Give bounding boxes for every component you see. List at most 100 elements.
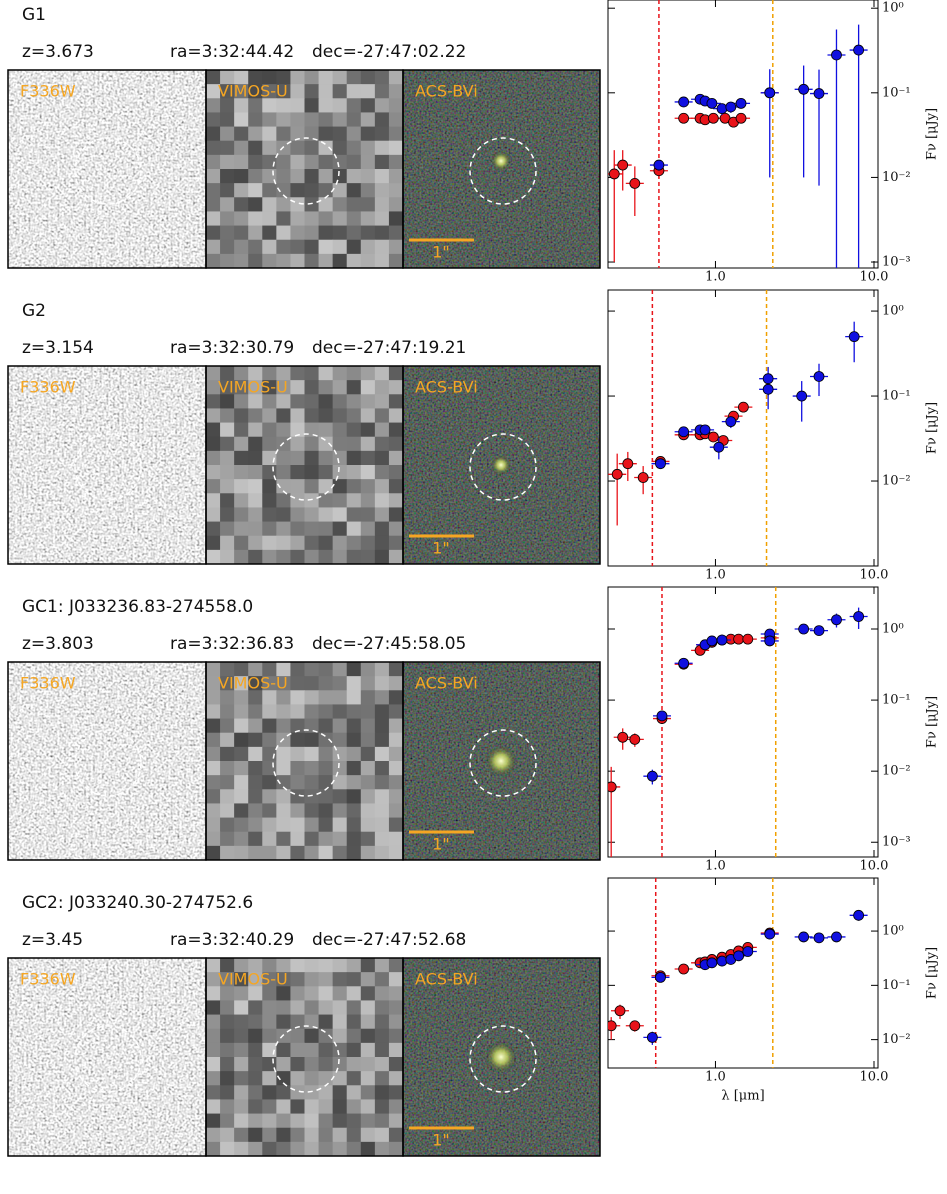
image-pixel xyxy=(388,197,404,212)
image-pixel xyxy=(220,845,235,861)
point xyxy=(853,44,865,56)
plot-frame xyxy=(607,586,879,858)
image-pixel xyxy=(346,775,362,790)
image-pixel xyxy=(248,479,263,494)
image-pixel xyxy=(374,422,390,438)
image-pixel xyxy=(290,1113,305,1129)
image-pixel xyxy=(206,380,221,395)
image-pixel xyxy=(332,972,348,987)
image-pixel xyxy=(360,507,376,523)
image-pixel xyxy=(234,1099,249,1115)
image-pixel xyxy=(388,845,404,861)
image-pixel xyxy=(374,1113,390,1129)
image-pixel xyxy=(290,1028,305,1044)
image-pixel xyxy=(360,704,376,720)
point xyxy=(608,1020,617,1032)
image-pixel xyxy=(318,436,334,452)
image-pixel xyxy=(388,183,404,198)
annotation: z=3.154 xyxy=(22,338,94,358)
image-pixel xyxy=(248,746,263,762)
image-pixel xyxy=(360,394,376,409)
annotation: ra=3:32:30.79 xyxy=(170,338,294,358)
image-pixel xyxy=(248,239,263,255)
annotation: z=3.673 xyxy=(22,42,94,62)
image-pixel xyxy=(346,676,362,691)
image-pixel xyxy=(318,98,334,113)
image-pixel xyxy=(206,479,221,494)
image-pixel xyxy=(304,789,320,804)
image-pixel xyxy=(290,436,305,452)
image-pixel xyxy=(332,140,348,156)
image-pixel xyxy=(290,112,305,128)
image-pixel xyxy=(206,154,221,170)
image-pixel xyxy=(388,1127,404,1143)
image-pixel xyxy=(304,140,320,156)
image-pixel xyxy=(248,958,263,973)
image-pixel xyxy=(206,197,221,212)
image-pixel xyxy=(374,1071,390,1086)
image-pixel xyxy=(318,521,334,537)
scale-label: 1" xyxy=(432,539,450,558)
image-pixel xyxy=(304,394,320,409)
image-pixel xyxy=(304,366,320,381)
image-pixel xyxy=(318,253,334,269)
image-pixel xyxy=(360,761,376,776)
sed-chart: 1.0 10.0 10⁰ 10⁻¹ 10⁻² 10⁻³ Fν [μJy] xyxy=(607,0,940,285)
image-pixel xyxy=(332,169,348,184)
image-pixel xyxy=(206,732,221,748)
image-pixel xyxy=(276,394,291,409)
image-pixel xyxy=(290,958,305,973)
image-pixel xyxy=(206,831,221,847)
image-pixel xyxy=(234,662,249,677)
image-pixel xyxy=(304,1014,320,1030)
image-pixel xyxy=(360,98,376,113)
image-pixel xyxy=(388,803,404,819)
image-pixel xyxy=(388,831,404,847)
image-pixel xyxy=(262,986,277,1001)
image-pixel xyxy=(388,1099,404,1115)
x-tick-label: 1.0 xyxy=(705,568,726,583)
image-pixel xyxy=(388,112,404,128)
image-pixel xyxy=(360,1127,376,1143)
image-pixel xyxy=(388,465,404,480)
image-pixel xyxy=(318,1042,334,1058)
image-pixel xyxy=(220,253,235,269)
image-pixel xyxy=(360,253,376,269)
image-pixel xyxy=(374,761,390,776)
image-pixel xyxy=(332,521,348,537)
sed-chart: 1.0 10.0 10⁰ 10⁻¹ 10⁻² Fν [μJy] xyxy=(607,289,940,583)
image-pixel xyxy=(318,958,334,973)
point xyxy=(764,87,776,99)
image-pixel xyxy=(332,662,348,677)
image-pixel xyxy=(220,1099,235,1115)
panel-title: GC2: J033240.30-274752.6 xyxy=(22,893,253,913)
image-pixel xyxy=(220,761,235,776)
image-pixel xyxy=(206,84,221,99)
image-pixel xyxy=(248,972,263,987)
panel-title: G1 xyxy=(22,5,46,25)
image-pixel xyxy=(332,1042,348,1058)
image-pixel xyxy=(346,479,362,494)
image-pixel xyxy=(248,140,263,156)
image-pixel xyxy=(248,507,263,523)
image-pixel xyxy=(304,746,320,762)
image-pixel xyxy=(374,746,390,762)
image-pixel xyxy=(220,775,235,790)
image-pixel xyxy=(206,845,221,861)
y-tick-label: 10⁰ xyxy=(882,1,904,16)
image-pixel xyxy=(276,690,291,705)
point xyxy=(608,781,617,793)
image-pixel xyxy=(318,761,334,776)
image-pixel xyxy=(346,972,362,987)
image-pixel xyxy=(346,1028,362,1044)
point xyxy=(678,426,690,438)
image-pixel xyxy=(234,958,249,973)
image-pixel xyxy=(206,704,221,720)
image-pixel xyxy=(332,831,348,847)
image-pixel xyxy=(248,112,263,128)
image-pixel xyxy=(318,140,334,156)
image-pixel xyxy=(220,521,235,537)
point xyxy=(614,1005,626,1017)
image-pixel xyxy=(388,775,404,790)
image-label: ACS-BVi xyxy=(415,674,478,693)
